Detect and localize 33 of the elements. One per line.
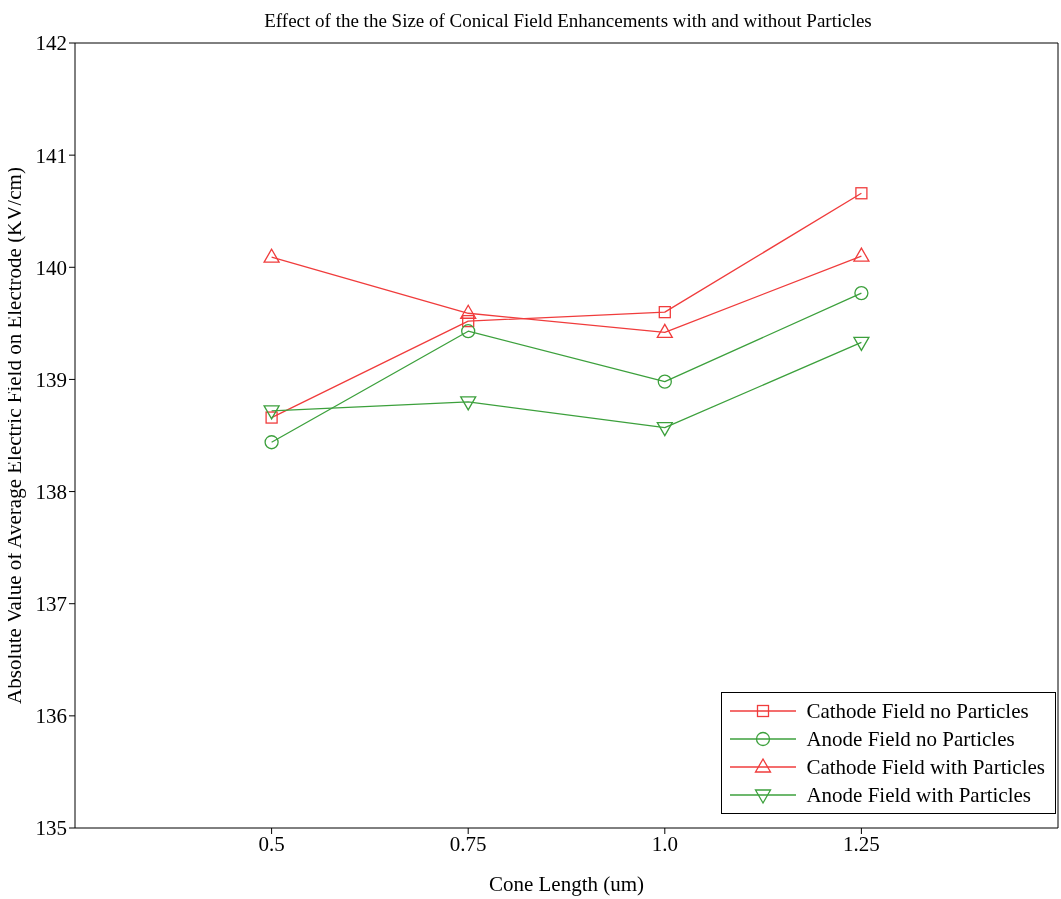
point <box>853 336 870 352</box>
point <box>263 405 280 420</box>
x-axis-title: Cone Length (um) <box>488 872 645 896</box>
point <box>460 396 477 411</box>
x-tick-label: 1.0 <box>651 831 678 856</box>
y-tick-label: 137 <box>35 592 67 617</box>
legend-label: Cathode Field with Particles <box>806 754 1045 781</box>
y-tick-label: 139 <box>35 367 67 392</box>
x-tick-label: 0.75 <box>449 831 487 856</box>
y-tick-label: 135 <box>35 816 67 841</box>
point <box>462 314 475 328</box>
point <box>263 248 280 263</box>
point <box>855 187 868 200</box>
x-tick-label: 1.25 <box>843 831 880 856</box>
point <box>264 435 279 450</box>
point <box>460 304 477 319</box>
y-tick-label: 142 <box>35 31 67 56</box>
point <box>657 374 672 389</box>
y-tick-label: 141 <box>35 143 67 168</box>
point <box>658 305 671 319</box>
point <box>854 285 869 301</box>
y-tick-label: 138 <box>35 480 67 505</box>
legend-label: Anode Field no Particles <box>806 726 1015 753</box>
legend-label: Cathode Field no Particles <box>806 698 1029 725</box>
point <box>461 324 476 339</box>
x-tick-label: 0.5 <box>258 831 285 856</box>
point <box>853 247 870 262</box>
point <box>656 323 673 338</box>
y-tick-label: 136 <box>35 704 67 729</box>
chart-title: Effect of the the Size of Conical Field Enhancements with and without Particles <box>263 10 873 32</box>
legend-label: Anode Field with Particles <box>806 782 1032 809</box>
y-tick-label: 140 <box>35 255 67 280</box>
point <box>656 422 673 437</box>
